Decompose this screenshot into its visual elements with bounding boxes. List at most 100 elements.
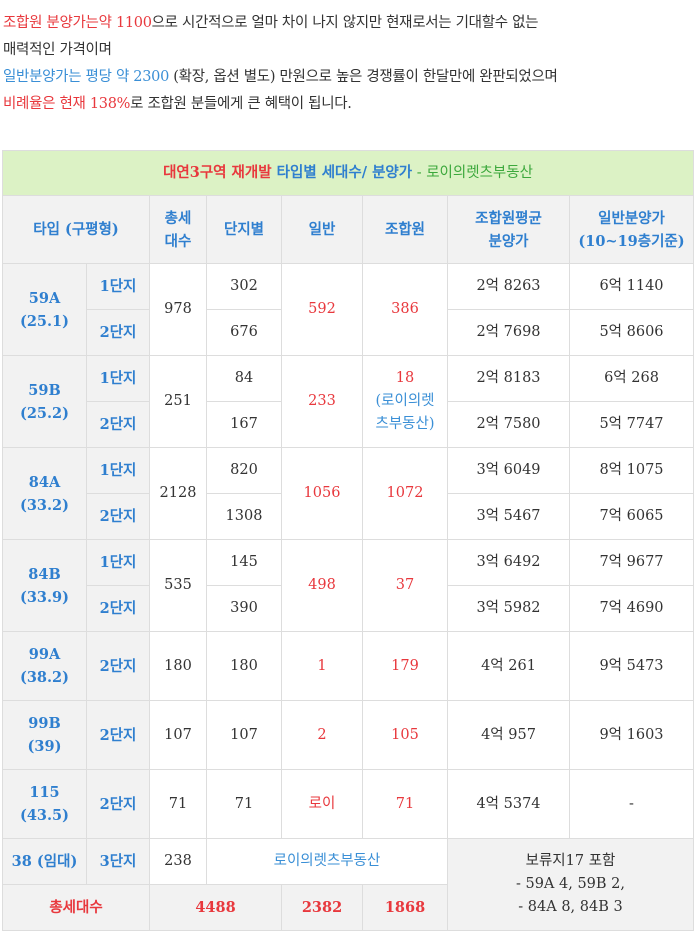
totals-units: 4488 [149,884,282,931]
member-price-cell: 2억 7698 [447,309,570,356]
table-row: 99B (39) 2단지 107 107 2 105 4억 957 9억 1603 [2,700,694,770]
intro-line-4: 비례율은 현재 138%로 조합원 분들에게 큰 혜택이 됩니다. [3,96,352,112]
member-price-cell: 2억 8183 [447,355,570,402]
header-by-complex: 단지별 [206,195,282,264]
intro-line-2: 매력적인 가격이며 [3,42,112,58]
header-member: 조합원 [362,195,448,264]
table-row: 59B (25.2) 1단지 251 84 233 18 (로이의렛 츠부동산) 2억… [2,355,694,448]
units-cell: 71 [206,769,282,839]
units-cell: 390 [206,585,282,632]
table-row: 115 (43.5) 2단지 71 71 로이 71 4억 5374 - [2,769,694,839]
complex-cell: 1단지 [86,447,150,494]
complex-cell: 2단지 [86,700,150,770]
member-price-cell: 4억 5374 [447,769,570,839]
member-cell: 1072 [362,447,448,540]
complex-cell: 2단지 [86,493,150,540]
general-price-cell: 6억 1140 [569,263,694,310]
units-cell: 84 [206,355,282,402]
type-cell: 99A (38.2) [2,631,87,701]
units-cell: 820 [206,447,282,494]
header-general: 일반 [281,195,363,264]
type-cell: 84B (33.9) [2,539,87,632]
member-cell: 71 [362,769,448,839]
general-cell: 1 [281,631,363,701]
watermark-text: 로이의렛츠부동산 [206,838,448,885]
general-price-cell: - [569,769,694,839]
table-row: 99A (38.2) 2단지 180 180 1 179 4억 261 9억 54… [2,631,694,701]
member-price-cell: 3억 5982 [447,585,570,632]
header-general-price: 일반분양가 (10~19층기준) [569,195,694,264]
member-price-cell: 2억 7580 [447,401,570,448]
member-price-cell: 3억 6492 [447,539,570,586]
header-total-units: 총세 대수 [149,195,207,264]
unit-price-table: 대연3구역 재개발 타입별 세대수/ 분양가 - 로이의렛츠부동산 타입 (구평… [2,150,694,931]
general-cell: 592 [281,263,363,356]
table-row: 2단지 390 3억 5982 7억 4690 [3,585,694,632]
totals-row: 총세대수 4488 2382 1868 [2,884,694,931]
complex-cell: 2단지 [86,585,150,632]
table-row-rental: 38 (임대) 3단지 238 로이의렛츠부동산 보류지17 포함 - 59A 4… [2,838,694,931]
type-cell: 59A (25.1) [2,263,87,356]
complex-cell: 2단지 [86,769,150,839]
table-row: 84B (33.9) 1단지 535 145 498 37 3억 6492 7억 … [2,539,694,632]
header-type: 타입 (구평형) [2,195,150,264]
complex-cell: 3단지 [86,838,150,885]
totals-member: 1868 [362,884,448,931]
table-row: 2단지 1308 3억 5467 7억 6065 [3,493,694,540]
units-cell: 107 [206,700,282,770]
member-cell: 386 [362,263,448,356]
general-price-cell: 6억 268 [569,355,694,402]
member-cell: 105 [362,700,448,770]
total-units-cell: 251 [149,355,207,448]
total-units-cell: 107 [149,700,207,770]
units-cell: 145 [206,539,282,586]
general-price-cell: 7억 4690 [569,585,694,632]
general-cell: 233 [281,355,363,448]
type-cell: 115 (43.5) [2,769,87,839]
intro-line-1: 조합원 분양가는약 1100으로 시간적으로 얼마 차이 나지 않지만 현재로서… [3,15,539,31]
units-cell: 1308 [206,493,282,540]
total-units-cell: 978 [149,263,207,356]
complex-cell: 2단지 [86,401,150,448]
complex-cell: 1단지 [86,263,150,310]
complex-cell: 2단지 [86,309,150,356]
complex-cell: 1단지 [86,539,150,586]
type-cell: 59B (25.2) [2,355,87,448]
table-row: 2단지 167 2억 7580 5억 7747 [3,401,694,448]
general-price-cell: 7억 6065 [569,493,694,540]
type-cell: 99B (39) [2,700,87,770]
member-cell: 18 (로이의렛 츠부동산) [362,355,448,448]
units-cell: 676 [206,309,282,356]
general-cell: 로이 [281,769,363,839]
table-row: 59A (25.1) 1단지 978 302 592 386 2억 8263 6억… [2,263,694,356]
header-row: 타입 (구평형) 총세 대수 단지별 일반 조합원 조합원평균 분양가 일반분양가(… [2,195,694,264]
member-price-cell: 4억 261 [447,631,570,701]
general-price-cell: 5억 8606 [569,309,694,356]
table-title: 대연3구역 재개발 타입별 세대수/ 분양가 - 로이의렛츠부동산 [2,150,694,196]
general-price-cell: 9억 5473 [569,631,694,701]
type-cell: 84A (33.2) [2,447,87,540]
total-units-cell: 238 [149,838,207,885]
member-cell: 37 [362,539,448,632]
member-cell: 179 [362,631,448,701]
reserve-note: 보류지17 포함 - 59A 4, 59B 2, - 84A 8, 84B 3 [447,838,694,931]
general-price-cell: 7억 9677 [569,539,694,586]
total-units-cell: 535 [149,539,207,632]
units-cell: 180 [206,631,282,701]
total-units-cell: 180 [149,631,207,701]
general-cell: 498 [281,539,363,632]
totals-general: 2382 [281,884,363,931]
units-cell: 302 [206,263,282,310]
general-cell: 1056 [281,447,363,540]
member-price-cell: 3억 5467 [447,493,570,540]
header-member-avg-price: 조합원평균 분양가 [447,195,570,264]
units-cell: 167 [206,401,282,448]
general-price-cell: 5억 7747 [569,401,694,448]
general-price-cell: 9억 1603 [569,700,694,770]
complex-cell: 1단지 [86,355,150,402]
total-units-cell: 71 [149,769,207,839]
member-price-cell: 2억 8263 [447,263,570,310]
member-price-cell: 4억 957 [447,700,570,770]
totals-label: 총세대수 [2,884,150,931]
complex-cell: 2단지 [86,631,150,701]
